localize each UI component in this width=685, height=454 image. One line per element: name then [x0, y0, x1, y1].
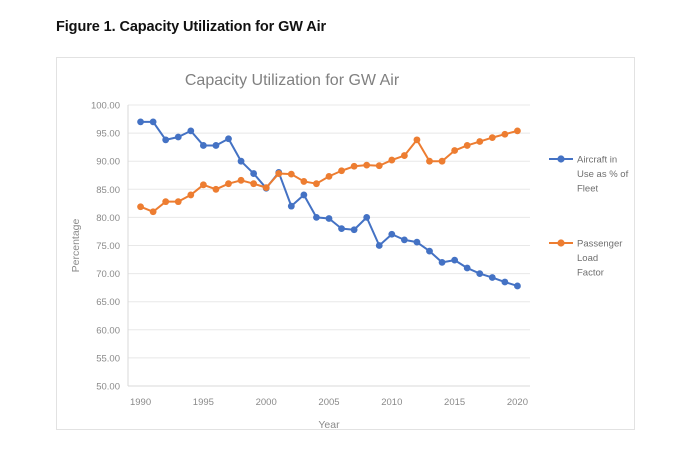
data-point — [225, 135, 232, 143]
data-point — [426, 247, 433, 255]
legend-label-1: Passenger — [577, 239, 622, 250]
data-point — [363, 214, 371, 221]
data-point — [438, 157, 446, 165]
data-point — [137, 118, 144, 126]
data-point — [174, 198, 182, 206]
data-point — [438, 258, 446, 266]
y-tick-label: 75.00 — [96, 241, 120, 252]
data-point — [350, 226, 358, 234]
data-point — [413, 238, 421, 246]
data-point — [262, 184, 270, 192]
legend-label-1: Factor — [577, 268, 604, 279]
x-tick-label: 2000 — [256, 397, 277, 408]
series-line-0 — [139, 120, 519, 287]
data-point — [313, 180, 320, 188]
data-point — [287, 170, 295, 178]
data-point — [514, 282, 521, 290]
data-point — [413, 136, 421, 144]
data-point — [313, 214, 320, 221]
data-point — [501, 278, 509, 286]
y-tick-label: 55.00 — [96, 353, 120, 364]
chart-container: Capacity Utilization for GW Air 100.00 95… — [56, 57, 635, 430]
y-tick-label: 95.00 — [96, 129, 120, 140]
data-point — [388, 156, 396, 164]
x-tick-label: 1995 — [193, 397, 214, 408]
figure-caption: Figure 1. Capacity Utilization for GW Ai… — [56, 19, 327, 35]
data-point — [162, 136, 170, 144]
x-tick-label: 2015 — [444, 397, 465, 408]
x-tick-label: 2005 — [318, 397, 339, 408]
data-point — [174, 133, 182, 141]
data-point — [363, 161, 371, 169]
data-point — [350, 162, 358, 170]
data-point — [400, 236, 408, 244]
data-point — [463, 142, 471, 149]
x-tick-label: 2010 — [381, 397, 402, 408]
data-point — [300, 178, 308, 185]
chart-plot: 100.00 95.00 90.00 85.00 80.00 75.00 70.00 65.0… — [70, 101, 629, 430]
y-tick-label: 65.00 — [96, 297, 120, 308]
data-point — [212, 142, 220, 149]
data-point — [149, 118, 157, 126]
chart-title: Capacity Utilization for GW Air — [184, 72, 400, 89]
legend-label-0: Fleet — [577, 184, 598, 195]
legend-label-0: Use as % of — [577, 169, 629, 180]
y-axis-title: Percentage — [70, 218, 82, 272]
data-point — [187, 191, 195, 199]
data-point — [287, 202, 295, 210]
data-point — [338, 167, 345, 175]
data-point — [338, 225, 345, 233]
data-point — [149, 208, 157, 216]
data-point — [237, 176, 245, 184]
data-point — [388, 230, 396, 238]
y-tick-label: 100.00 — [91, 101, 120, 112]
y-tick-label: 50.00 — [96, 382, 120, 393]
y-tick-label: 60.00 — [96, 325, 120, 336]
data-point — [451, 256, 459, 264]
x-axis-title: Year — [318, 419, 340, 429]
legend-marker-1 — [557, 239, 565, 247]
data-point — [476, 138, 484, 145]
data-point — [325, 215, 333, 222]
data-point — [451, 147, 459, 154]
data-point — [162, 198, 170, 206]
data-point — [488, 134, 496, 141]
data-point — [250, 170, 258, 177]
y-tick-label: 90.00 — [96, 157, 120, 168]
data-point — [476, 270, 484, 277]
x-tick-label: 2020 — [507, 397, 528, 408]
data-point — [514, 127, 521, 135]
x-tick-label: 1990 — [130, 397, 151, 408]
data-point — [187, 127, 195, 135]
data-point — [463, 264, 471, 272]
data-point — [199, 181, 207, 189]
data-point — [488, 274, 496, 281]
data-point — [237, 157, 245, 165]
data-point — [199, 142, 207, 149]
data-point — [375, 242, 383, 249]
legend-label-0: Aircraft in — [577, 155, 617, 166]
data-point — [501, 130, 509, 138]
y-tick-label: 80.00 — [96, 213, 120, 224]
data-point — [325, 172, 333, 180]
legend-marker-0 — [557, 155, 565, 163]
data-point — [137, 203, 144, 211]
data-point — [300, 191, 308, 199]
y-tick-label: 85.00 — [96, 185, 120, 196]
data-point — [250, 180, 258, 188]
data-point — [375, 162, 383, 170]
series-line-1 — [139, 129, 519, 213]
data-point — [400, 152, 408, 159]
data-point — [225, 180, 232, 188]
data-point — [212, 185, 220, 193]
data-point — [426, 157, 433, 165]
data-point — [275, 170, 283, 177]
legend-label-1: Load — [577, 253, 598, 264]
y-tick-label: 70.00 — [96, 269, 120, 280]
